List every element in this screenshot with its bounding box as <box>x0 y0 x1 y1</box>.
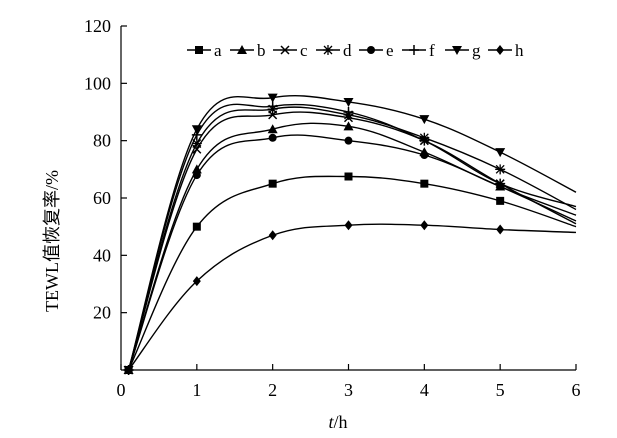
legend: a b c d e f g h <box>187 41 524 60</box>
data-point-e <box>192 171 201 180</box>
data-point-b <box>343 121 354 131</box>
legend-label: a <box>214 41 222 60</box>
legend-label: b <box>257 41 266 60</box>
axes <box>120 26 576 371</box>
x-tick-label: 2 <box>268 380 277 400</box>
legend-marker <box>237 45 247 54</box>
y-tick-label: 40 <box>93 245 111 265</box>
tick-labels: 0 1 2 3 4 5 6 20 40 60 80 100 120 <box>84 16 581 400</box>
legend-item-e: e <box>359 41 394 60</box>
data-point-a <box>192 222 201 231</box>
data-point-f <box>419 135 430 146</box>
legend-item-a: a <box>187 41 222 60</box>
legend-marker <box>409 45 419 55</box>
x-axis-title: t/h <box>328 412 347 432</box>
x-tick-label: 5 <box>496 380 505 400</box>
data-point-g <box>267 93 278 103</box>
data-point-h <box>124 365 133 375</box>
data-point-d <box>191 138 202 149</box>
y-tick-label: 60 <box>93 188 111 208</box>
data-point-a <box>344 172 353 181</box>
data-point-h <box>344 220 353 231</box>
legend-marker <box>280 45 290 55</box>
series-line-h <box>128 223 577 371</box>
data-point-f <box>343 107 354 117</box>
legend-label: e <box>386 41 394 60</box>
legend-label: c <box>300 41 308 60</box>
x-axis-title-unit: /h <box>334 412 348 432</box>
data-point-f <box>495 178 506 189</box>
data-point-e <box>420 151 429 159</box>
legend-label: d <box>343 41 352 60</box>
data-point-d <box>495 164 506 175</box>
x-tick-label: 1 <box>192 380 201 400</box>
data-point-g <box>419 115 430 125</box>
legend-item-g: g <box>445 41 481 60</box>
legend-marker <box>195 46 203 54</box>
y-tick-label: 120 <box>84 16 111 36</box>
legend-label: g <box>472 41 481 60</box>
data-point-e <box>344 136 353 145</box>
data-point-h <box>192 276 201 287</box>
tick-marks <box>120 25 577 370</box>
series-line-d <box>127 106 577 371</box>
series-line-a <box>127 175 577 371</box>
legend-label: f <box>429 41 435 60</box>
x-tick-label: 3 <box>344 380 353 400</box>
x-tick-label: 0 <box>117 380 126 400</box>
x-axis-title-variable: t <box>328 412 334 432</box>
x-tick-label: 4 <box>420 380 429 400</box>
series-line-f <box>127 103 577 371</box>
legend-marker <box>452 46 462 55</box>
data-point-g <box>191 125 202 135</box>
legend-label: h <box>515 41 524 60</box>
series-line-b <box>127 122 577 371</box>
data-point-g <box>343 97 354 107</box>
legend-marker <box>323 45 333 55</box>
legend-item-d: d <box>316 41 352 60</box>
data-point-h <box>268 230 277 241</box>
data-point-g <box>495 148 506 158</box>
data-point-f <box>267 101 278 112</box>
data-point-h <box>496 224 505 235</box>
legend-item-b: b <box>230 41 266 60</box>
series-layer <box>123 93 577 375</box>
series-e <box>124 133 577 374</box>
data-point-a <box>420 179 429 188</box>
legend-item-c: c <box>273 41 308 60</box>
series-h <box>124 220 577 375</box>
data-point-a <box>268 179 277 188</box>
legend-marker <box>367 46 375 54</box>
data-point-a <box>496 196 505 205</box>
series-a <box>124 172 577 374</box>
data-point-e <box>268 133 277 142</box>
y-tick-label: 20 <box>93 303 111 323</box>
data-point-h <box>420 220 429 231</box>
y-axis-title: TEWL值恢复率/% <box>42 170 62 312</box>
legend-marker <box>496 45 504 55</box>
legend-item-f: f <box>402 41 435 60</box>
series-c <box>124 110 577 375</box>
legend-item-h: h <box>488 41 524 60</box>
x-tick-label: 6 <box>572 380 581 400</box>
y-tick-label: 100 <box>84 73 111 93</box>
y-tick-label: 80 <box>93 131 111 151</box>
data-point-b <box>267 124 278 134</box>
